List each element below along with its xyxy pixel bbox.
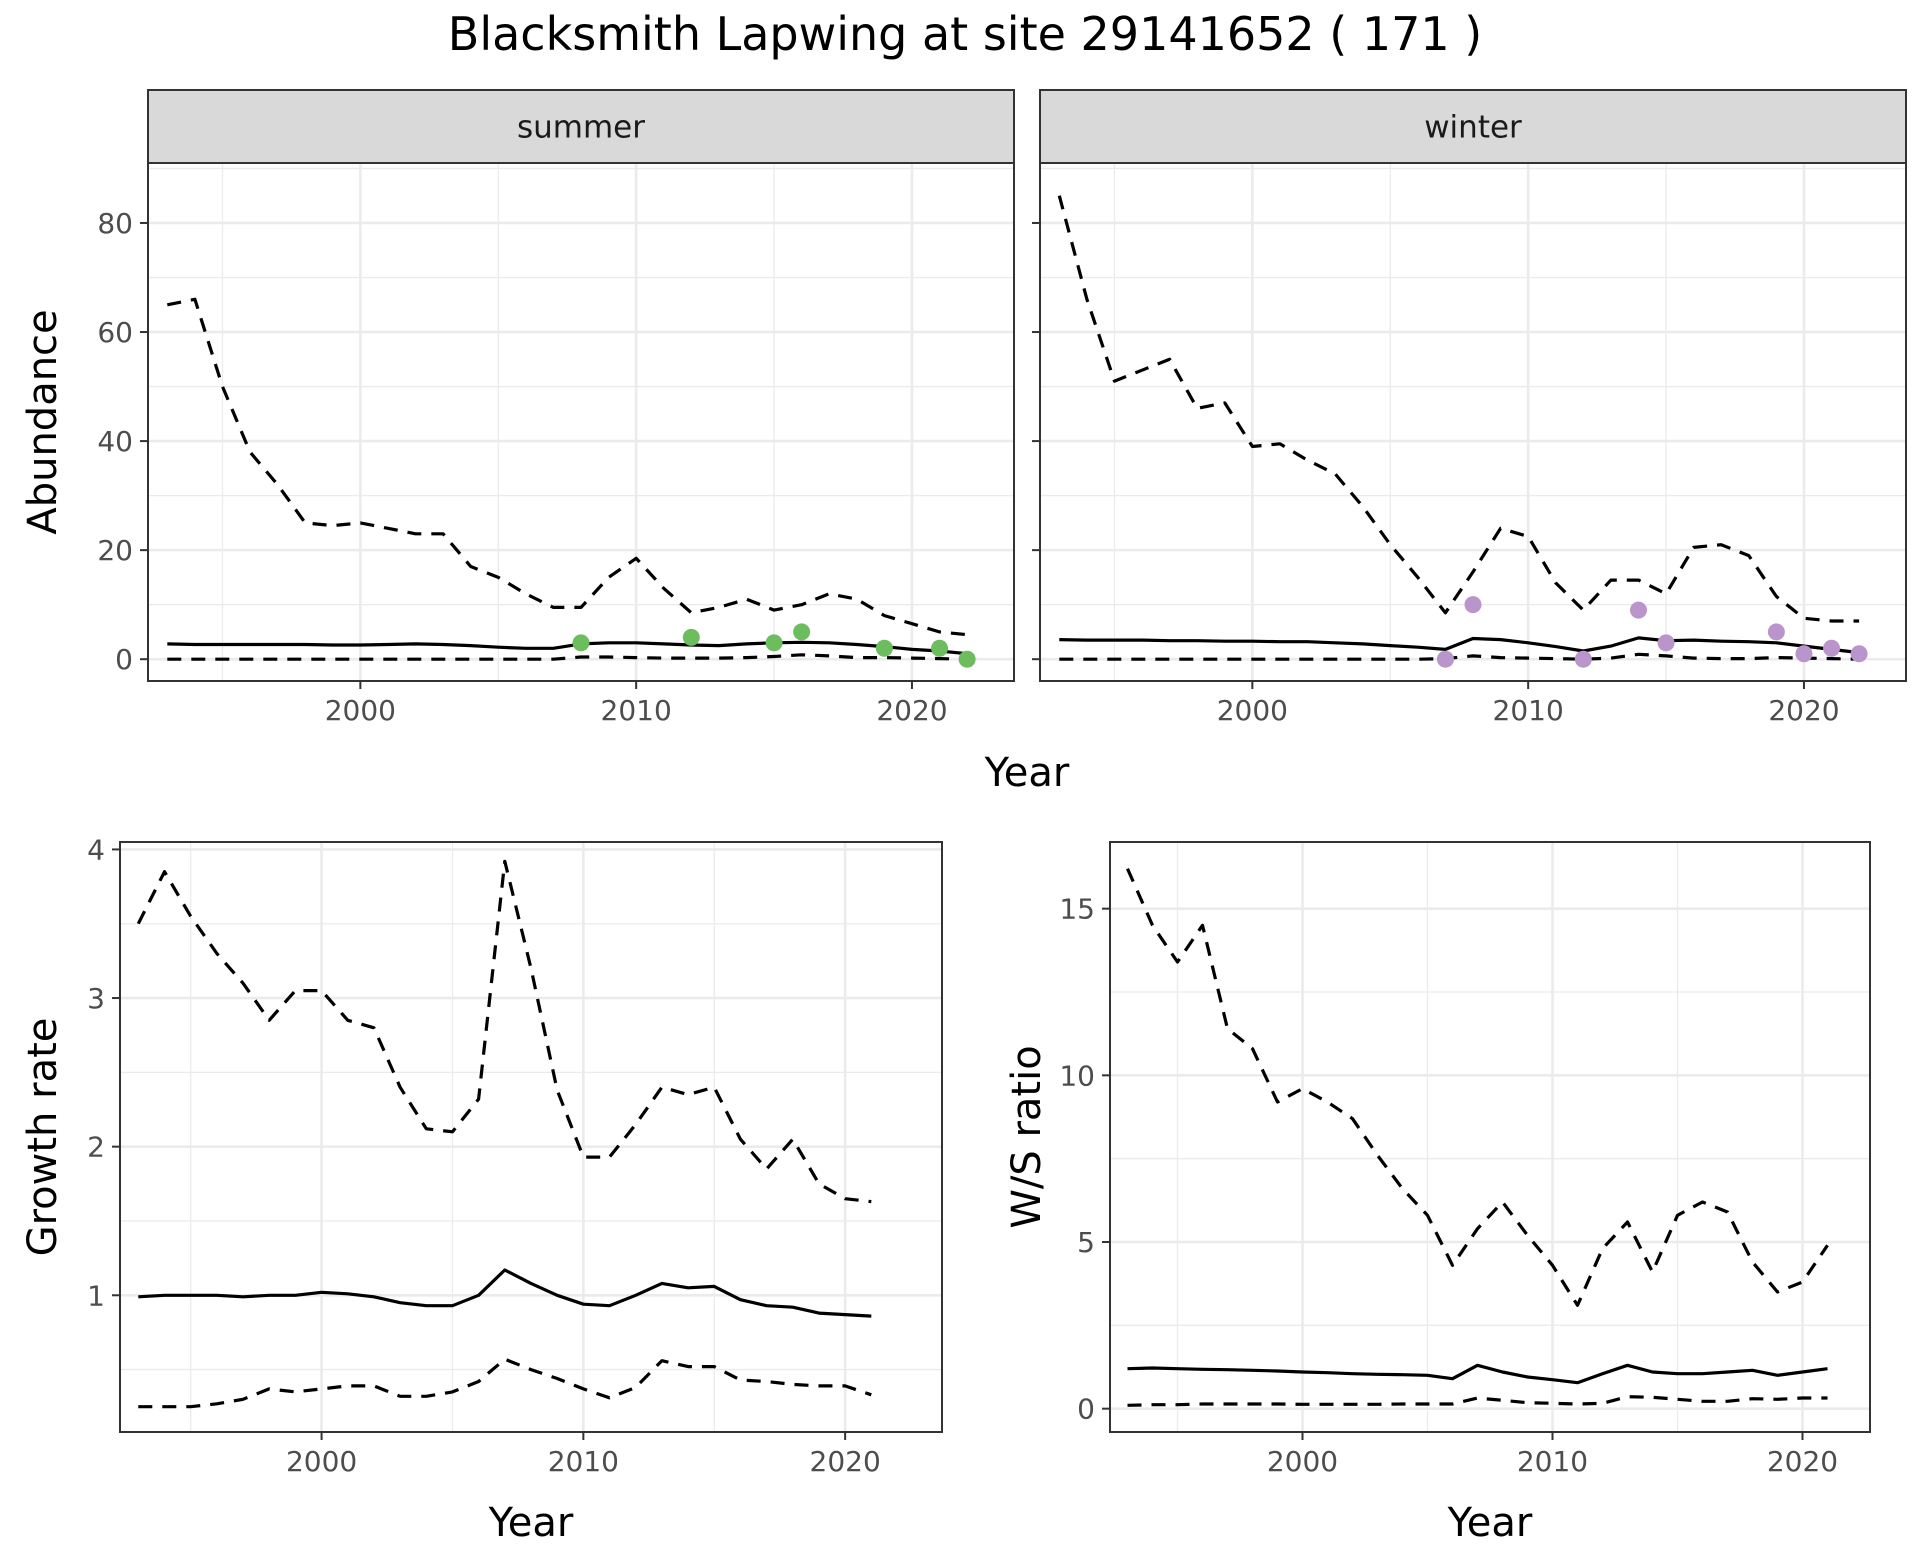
growth-y-axis-title: Growth rate bbox=[20, 1018, 66, 1257]
x-tick-label: 2020 bbox=[810, 1445, 881, 1478]
observed-point bbox=[958, 650, 976, 668]
lower-bound-line bbox=[1127, 1395, 1828, 1407]
y-tick-label: 2 bbox=[87, 1131, 105, 1164]
x-tick-label: 2000 bbox=[1217, 694, 1288, 727]
y-tick-label: 4 bbox=[87, 833, 105, 866]
observed-point bbox=[1464, 596, 1482, 614]
x-tick-label: 2010 bbox=[1493, 694, 1564, 727]
y-tick-label: 60 bbox=[97, 316, 133, 349]
abundance-x-axis-title: Year bbox=[984, 750, 1070, 796]
y-tick-label: 40 bbox=[97, 425, 133, 458]
observed-point bbox=[1574, 650, 1592, 668]
mean-line bbox=[138, 1268, 872, 1318]
facet-strip bbox=[147, 89, 1015, 164]
x-tick-label: 2010 bbox=[601, 694, 672, 727]
y-tick-label: 1 bbox=[87, 1279, 105, 1312]
observed-point bbox=[1823, 639, 1841, 657]
facet-strip-label: winter bbox=[1424, 110, 1522, 146]
facet-strip-label: summer bbox=[517, 110, 645, 146]
y-tick-label: 20 bbox=[97, 534, 133, 567]
abundance-y-axis-title: Abundance bbox=[20, 309, 66, 534]
observed-point bbox=[793, 623, 811, 641]
y-tick-label: 80 bbox=[97, 207, 133, 240]
y-tick-label: 10 bbox=[1059, 1059, 1095, 1092]
facet-strip bbox=[1039, 89, 1907, 164]
ws-ratio-y-axis-title: W/S ratio bbox=[1004, 1045, 1050, 1228]
x-tick-label: 2000 bbox=[325, 694, 396, 727]
observed-point bbox=[765, 634, 783, 652]
x-tick-label: 2000 bbox=[286, 1445, 357, 1478]
upper-bound-line bbox=[1126, 868, 1829, 1307]
y-tick-label: 0 bbox=[115, 643, 133, 676]
abundance-summer-panel: 2000 2010 2020 0 20 40 60 80 summer bbox=[97, 89, 1015, 727]
x-tick-label: 2020 bbox=[1767, 1445, 1838, 1478]
ws-ratio-x-axis-title: Year bbox=[1447, 1500, 1533, 1546]
observed-point bbox=[931, 639, 949, 657]
upper-bound-line bbox=[136, 859, 872, 1204]
x-tick-label: 2010 bbox=[1517, 1445, 1588, 1478]
observed-point bbox=[1795, 645, 1813, 663]
observed-point bbox=[682, 628, 700, 646]
x-tick-label: 2020 bbox=[876, 694, 947, 727]
mean-line bbox=[167, 640, 968, 656]
abundance-winter-panel: 2000 2010 2020 winter bbox=[1032, 89, 1907, 727]
growth-x-axis-title: Year bbox=[488, 1500, 574, 1546]
y-tick-label: 5 bbox=[1077, 1226, 1095, 1259]
observed-point bbox=[572, 634, 590, 652]
panel-border bbox=[1109, 841, 1871, 1433]
lower-bound-line bbox=[167, 653, 968, 661]
y-tick-label: 15 bbox=[1059, 893, 1095, 926]
upper-bound-line bbox=[166, 297, 968, 637]
y-tick-label: 0 bbox=[1077, 1393, 1095, 1426]
observed-point bbox=[1767, 623, 1785, 641]
upper-bound-line bbox=[1057, 195, 1860, 623]
panel-border bbox=[119, 841, 943, 1433]
observed-point bbox=[1436, 650, 1454, 668]
observed-point bbox=[1850, 645, 1868, 663]
lower-bound-line bbox=[1059, 652, 1860, 661]
observed-point bbox=[875, 639, 893, 657]
lower-bound-line bbox=[138, 1357, 872, 1409]
x-tick-label: 2000 bbox=[1267, 1445, 1338, 1478]
y-tick-label: 3 bbox=[87, 982, 105, 1015]
observed-point bbox=[1657, 634, 1675, 652]
growth-panel: 2000 2010 2020 1 2 3 4 bbox=[87, 833, 943, 1478]
x-tick-label: 2020 bbox=[1768, 694, 1839, 727]
panel-border bbox=[147, 162, 1015, 682]
figure-title: Blacksmith Lapwing at site 29141652 ( 17… bbox=[448, 7, 1482, 61]
mean-line bbox=[1127, 1363, 1828, 1385]
mean-line bbox=[1059, 636, 1860, 655]
x-tick-label: 2010 bbox=[548, 1445, 619, 1478]
ws-ratio-panel: 2000 2010 2020 0 5 10 15 bbox=[1059, 841, 1871, 1478]
observed-point bbox=[1629, 601, 1647, 619]
